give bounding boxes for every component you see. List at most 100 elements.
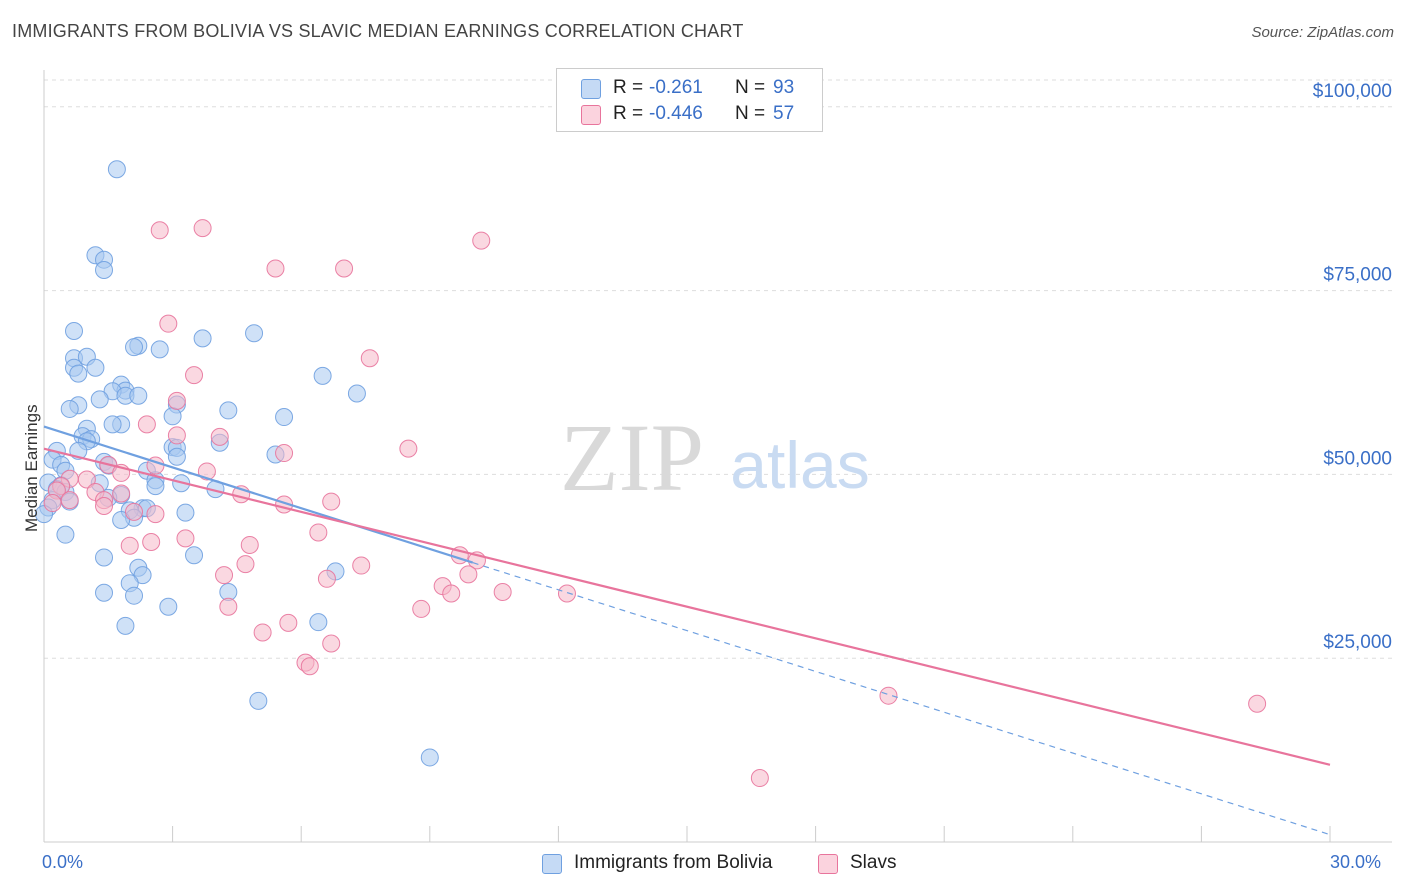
data-point-bolivia: [112, 510, 131, 529]
data-point-slavs: [176, 529, 195, 548]
data-point-slavs: [43, 494, 62, 513]
legend-n-label: N =: [735, 103, 766, 124]
data-point-slavs: [236, 555, 255, 574]
data-point-bolivia: [245, 324, 264, 343]
data-point-bolivia: [347, 384, 366, 403]
legend-swatch-bolivia: [542, 854, 562, 874]
data-points: [35, 160, 1267, 788]
data-point-slavs: [253, 623, 272, 642]
data-point-bolivia: [65, 322, 84, 341]
y-tick-label: $50,000: [1323, 448, 1392, 469]
legend-r-label: R =: [613, 77, 644, 98]
data-point-slavs: [60, 491, 79, 510]
legend-n-value: 93: [773, 77, 795, 98]
legend-n-value: 57: [773, 103, 795, 124]
legend-n-label: N =: [735, 77, 766, 98]
data-point-slavs: [240, 535, 259, 554]
data-point-slavs: [300, 657, 319, 676]
x-tick-label-min: 0.0%: [42, 852, 84, 872]
data-point-slavs: [120, 536, 139, 555]
correlation-legend: R = -0.261 N = 93 R = -0.446 N = 57: [556, 68, 823, 132]
data-point-bolivia: [95, 548, 114, 567]
data-point-bolivia: [95, 583, 114, 602]
data-point-bolivia: [193, 329, 212, 348]
legend-r-value: -0.446: [649, 103, 703, 124]
data-point-bolivia: [116, 616, 135, 635]
y-axis-label: Median Earnings: [22, 404, 41, 532]
axes: [43, 70, 1392, 843]
trend-line-bolivia: [43, 425, 473, 564]
legend-label-slavs: Slavs: [850, 852, 897, 873]
data-point-bolivia: [125, 586, 144, 605]
data-point-slavs: [459, 565, 478, 584]
data-point-slavs: [167, 426, 186, 445]
data-point-bolivia: [133, 566, 152, 585]
data-point-slavs: [146, 505, 165, 524]
data-point-slavs: [399, 439, 418, 458]
y-tick-labels: $25,000 $50,000 $75,000 $100,000: [1313, 81, 1392, 653]
data-point-bolivia: [90, 390, 109, 409]
data-point-slavs: [322, 492, 341, 511]
data-point-slavs: [317, 569, 336, 588]
data-point-bolivia: [167, 447, 186, 466]
data-point-bolivia: [60, 399, 79, 418]
data-point-slavs: [279, 613, 298, 632]
data-point-slavs: [322, 634, 341, 653]
data-point-bolivia: [150, 340, 169, 359]
data-point-bolivia: [107, 160, 126, 179]
data-point-slavs: [193, 219, 212, 238]
data-point-slavs: [309, 523, 328, 542]
data-point-bolivia: [159, 597, 178, 616]
data-point-bolivia: [420, 748, 439, 767]
trend-lines: [43, 425, 1331, 836]
data-point-bolivia: [219, 401, 238, 420]
data-point-bolivia: [176, 503, 195, 522]
data-point-bolivia: [103, 415, 122, 434]
data-point-slavs: [112, 484, 131, 503]
data-point-slavs: [77, 470, 96, 489]
data-point-slavs: [219, 597, 238, 616]
data-point-bolivia: [95, 260, 114, 279]
data-point-slavs: [1248, 694, 1267, 713]
data-point-slavs: [167, 391, 186, 410]
data-point-slavs: [493, 583, 512, 602]
data-point-slavs: [352, 556, 371, 575]
data-point-bolivia: [313, 366, 332, 385]
data-point-bolivia: [69, 364, 88, 383]
source-credit: Source: ZipAtlas.com: [1251, 24, 1394, 41]
data-point-slavs: [879, 686, 898, 705]
chart-title: IMMIGRANTS FROM BOLIVIA VS SLAVIC MEDIAN…: [12, 21, 744, 41]
data-point-slavs: [442, 584, 461, 603]
data-point-slavs: [125, 502, 144, 521]
trend-line-slavs: [43, 447, 1331, 766]
legend-r-label: R =: [613, 103, 644, 124]
data-point-slavs: [95, 496, 114, 515]
watermark-atlas: atlas: [730, 428, 869, 502]
data-point-slavs: [142, 533, 161, 552]
legend-swatch-bolivia: [581, 79, 601, 99]
data-point-bolivia: [125, 338, 144, 357]
data-point-bolivia: [146, 477, 165, 496]
data-point-slavs: [137, 415, 156, 434]
data-point-bolivia: [86, 358, 105, 377]
data-point-bolivia: [249, 691, 268, 710]
data-point-slavs: [557, 584, 576, 603]
data-point-bolivia: [275, 408, 294, 427]
data-point-slavs: [335, 259, 354, 278]
data-point-slavs: [266, 259, 285, 278]
legend-swatch-slavs: [581, 105, 601, 125]
data-point-bolivia: [56, 525, 75, 544]
legend-r-value: -0.261: [649, 77, 703, 98]
data-point-bolivia: [163, 407, 182, 426]
watermark-zip: ZIP: [560, 404, 704, 511]
trend-line-bolivia-extension: [472, 562, 1331, 836]
data-point-slavs: [360, 349, 379, 368]
data-point-slavs: [185, 366, 204, 385]
data-point-slavs: [750, 769, 769, 788]
data-point-slavs: [275, 444, 294, 463]
y-tick-label: $100,000: [1313, 81, 1392, 102]
legend-swatch-slavs: [818, 854, 838, 874]
legend-label-bolivia: Immigrants from Bolivia: [574, 852, 773, 873]
data-point-slavs: [210, 427, 229, 446]
